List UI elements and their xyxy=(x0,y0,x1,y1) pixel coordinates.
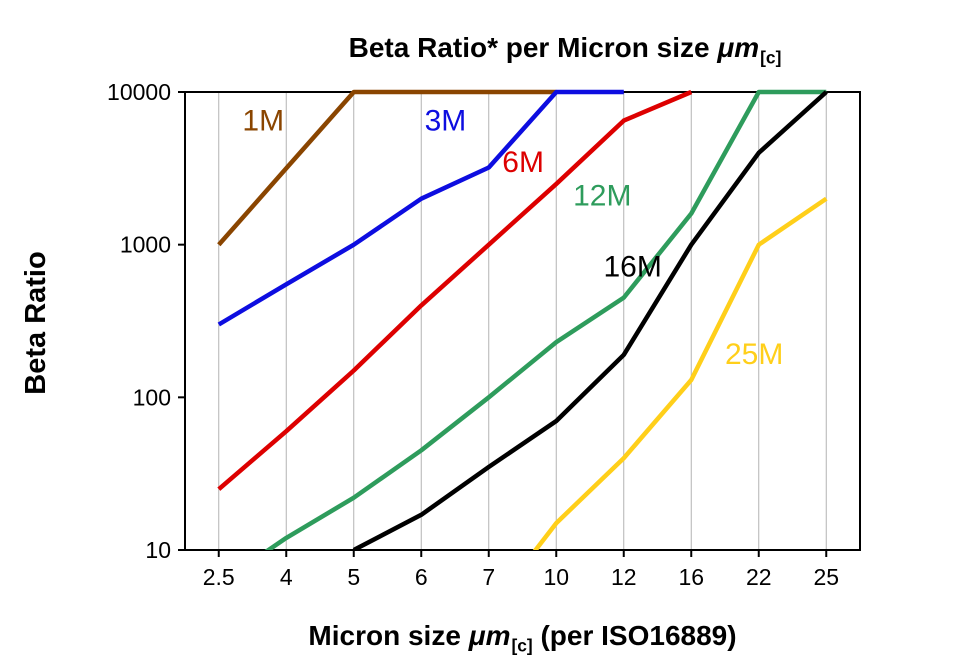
chart-title-unit: μm xyxy=(717,32,760,63)
y-tick-label-10000: 10000 xyxy=(107,79,171,105)
series-line-3M xyxy=(217,89,624,327)
series-line-25M xyxy=(532,196,828,550)
x-axis-title-unit: μm xyxy=(468,620,511,651)
x-axis-title-post: (per ISO16889) xyxy=(532,620,737,651)
series-line-16M xyxy=(352,90,828,550)
x-axis-title-unit-subscript: [c] xyxy=(511,635,533,656)
x-tick-label-5: 5 xyxy=(347,564,360,590)
series-line-6M xyxy=(217,89,693,491)
x-tick-label-4: 4 xyxy=(280,564,293,590)
series-label-25M: 25M xyxy=(725,338,783,371)
x-tick-label-10: 10 xyxy=(543,564,569,590)
series-label-3M: 3M xyxy=(425,104,467,137)
y-tick-label-10: 10 xyxy=(145,537,171,563)
chart-title: Beta Ratio* per Micron size μm[c] xyxy=(220,32,910,69)
chart-title-main: Beta Ratio* per Micron size xyxy=(348,32,718,63)
y-tick-label-100: 100 xyxy=(133,384,171,410)
x-tick-label-12: 12 xyxy=(611,564,637,590)
x-tick-label-2.5: 2.5 xyxy=(203,564,235,590)
x-tick-label-6: 6 xyxy=(415,564,428,590)
x-tick-label-7: 7 xyxy=(482,564,495,590)
x-axis-title: Micron size μm[c] (per ISO16889) xyxy=(185,620,860,657)
series-label-16M: 16M xyxy=(604,250,662,283)
x-axis-title-pre: Micron size xyxy=(308,620,469,651)
chart-title-unit-subscript: [c] xyxy=(760,47,782,68)
series-label-1M: 1M xyxy=(242,104,284,137)
x-tick-label-16: 16 xyxy=(678,564,704,590)
series-label-12M: 12M xyxy=(573,180,631,213)
series-line-1M xyxy=(217,89,557,247)
x-tick-label-25: 25 xyxy=(813,564,839,590)
series-line-12M xyxy=(264,89,827,550)
y-axis-title: Beta Ratio xyxy=(20,251,52,395)
series-label-6M: 6M xyxy=(502,146,544,179)
x-tick-label-22: 22 xyxy=(746,564,772,590)
y-tick-label-1000: 1000 xyxy=(120,232,171,258)
